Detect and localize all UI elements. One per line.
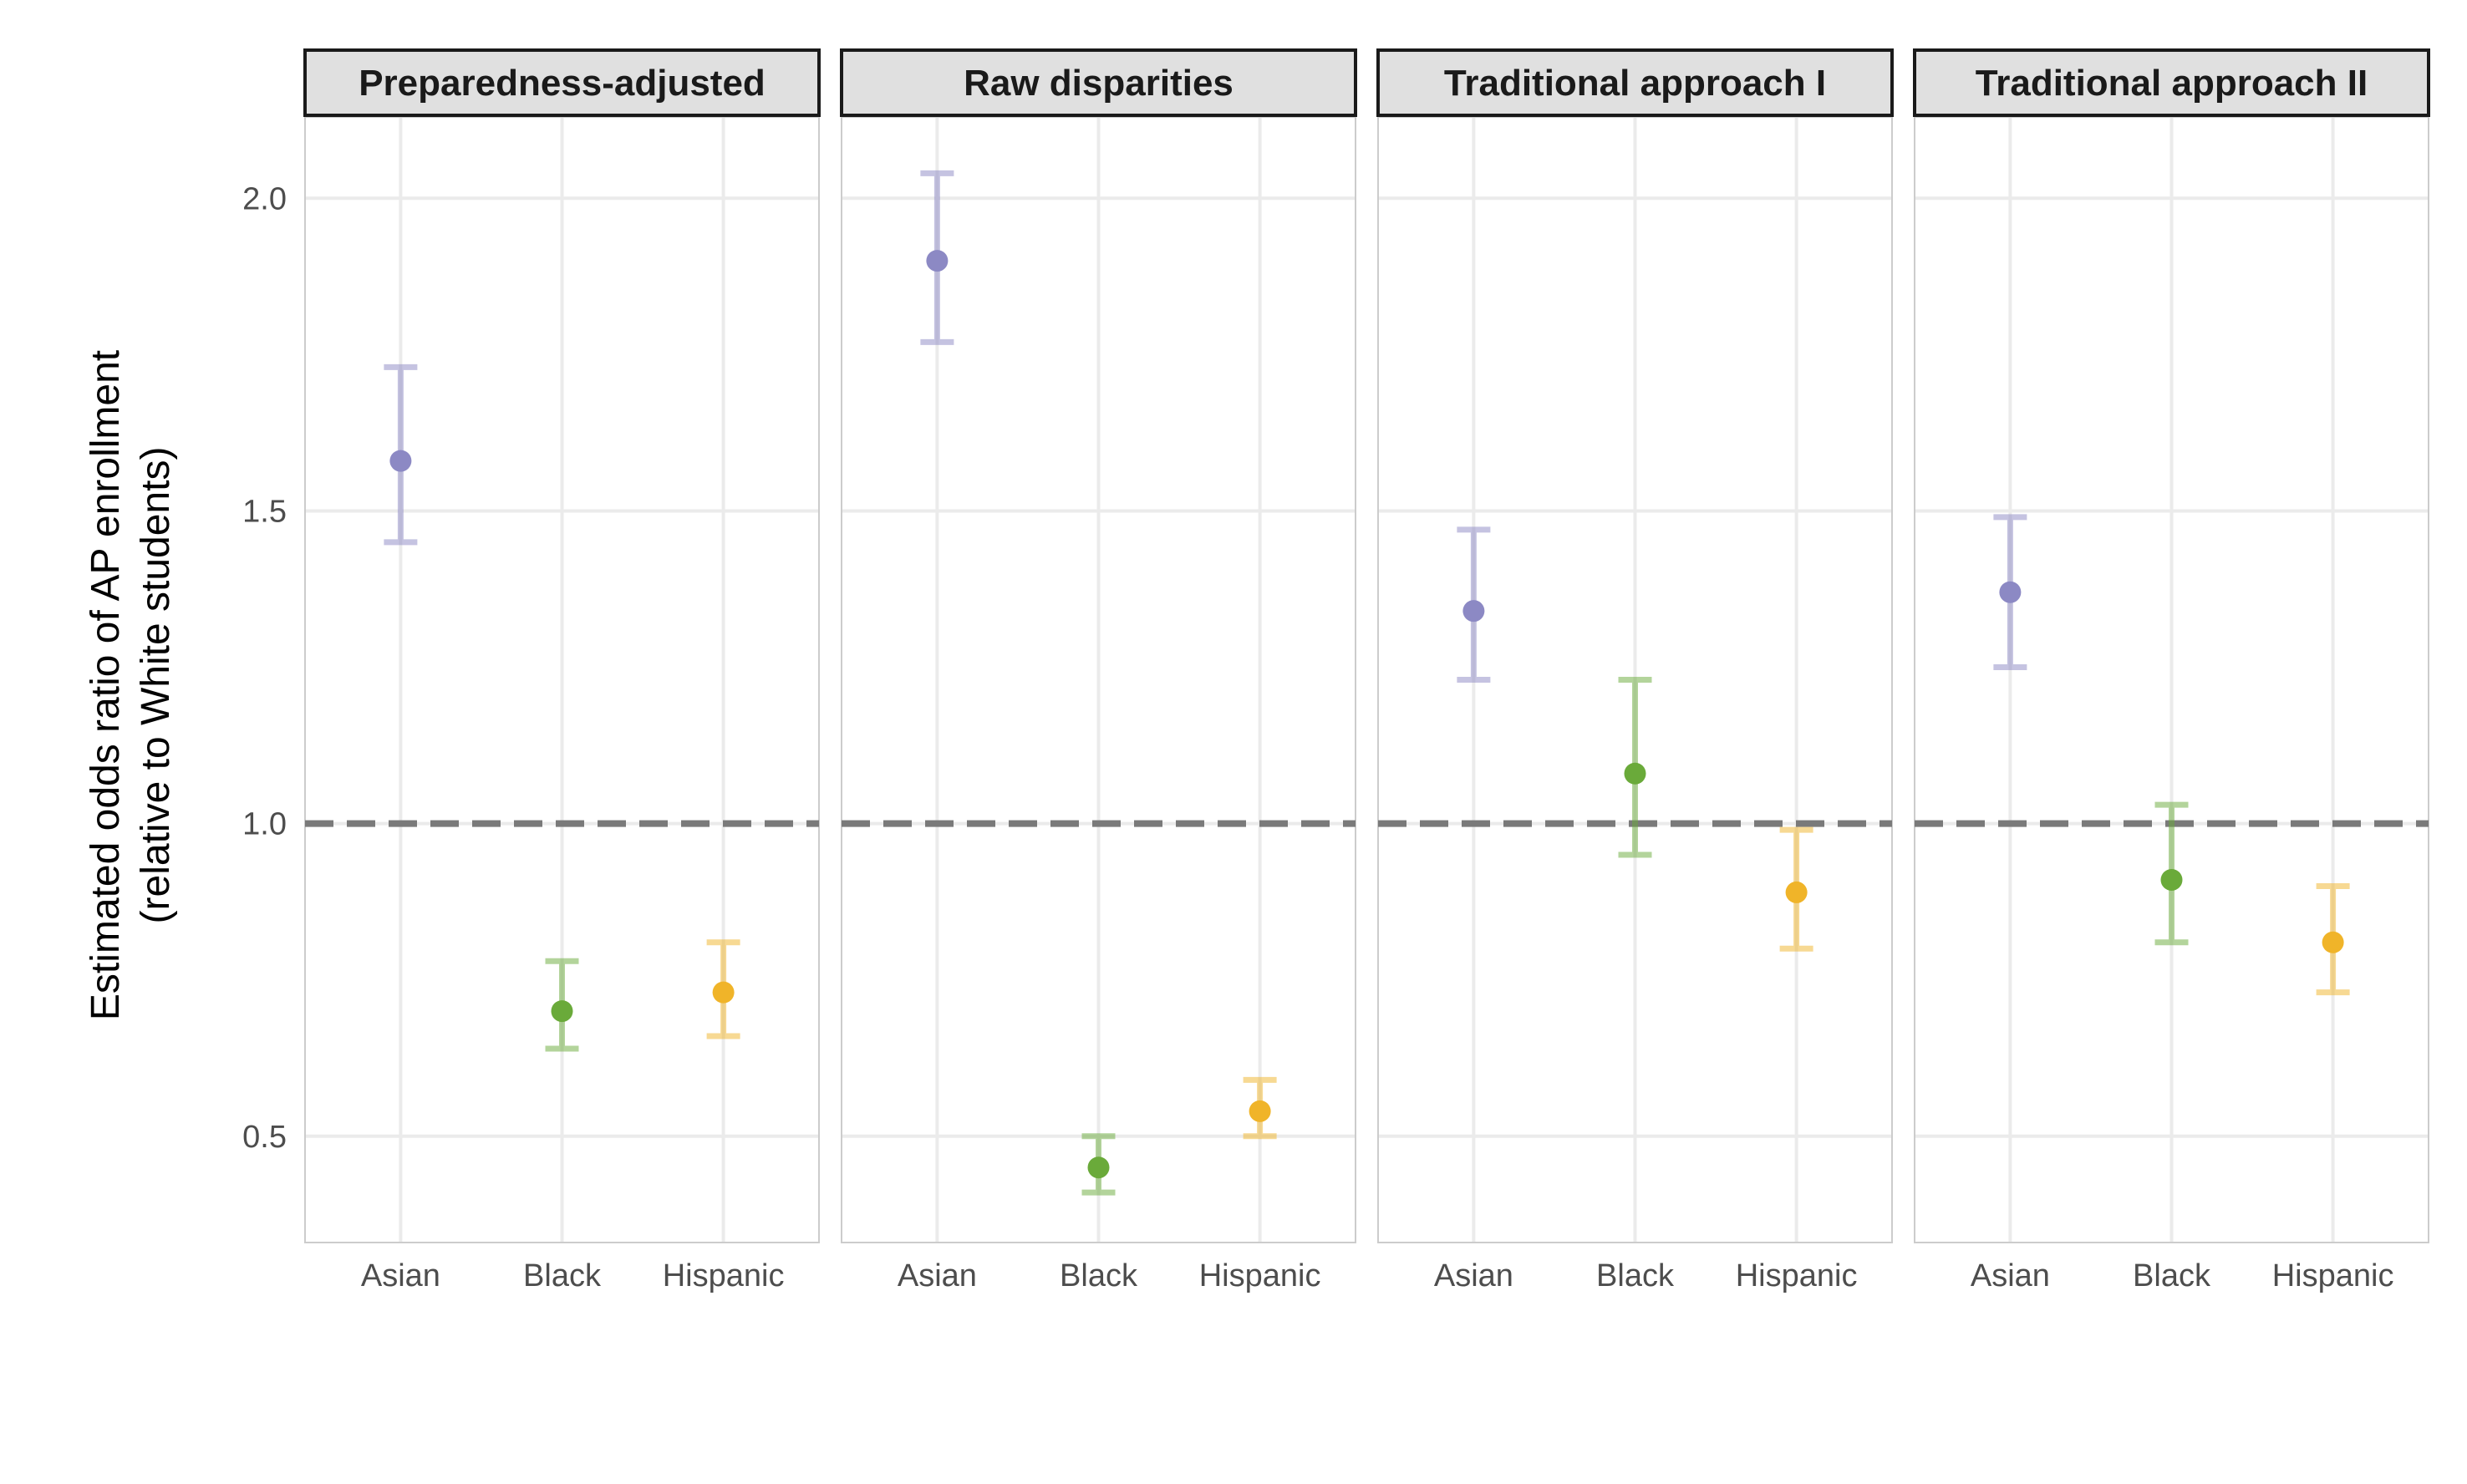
strip-title: Preparedness-adjusted bbox=[359, 63, 766, 104]
x-tick-label: Hispanic bbox=[1736, 1258, 1858, 1293]
point-hispanic bbox=[2322, 931, 2344, 953]
strip-title: Traditional approach II bbox=[1976, 63, 2368, 104]
x-tick-label: Asian bbox=[361, 1258, 440, 1293]
panel-2: Raw disparities Asian Black Hispanic bbox=[840, 48, 1357, 1293]
x-tick-label: Hispanic bbox=[663, 1258, 785, 1293]
y-axis-title-line-2: (relative to White students) bbox=[134, 447, 178, 924]
point-hispanic bbox=[712, 981, 735, 1004]
strip-header bbox=[303, 48, 821, 117]
panel-3: Traditional approach I Asian Black Hispanic bbox=[1376, 48, 1894, 1293]
panel-1: Preparedness-adjusted Asian Black Hispanic bbox=[303, 48, 821, 1293]
point-asian bbox=[389, 450, 412, 472]
point-hispanic bbox=[1249, 1100, 1271, 1122]
x-tick-label: Black bbox=[1596, 1258, 1675, 1293]
strip-header bbox=[840, 48, 1357, 117]
x-tick-label: Black bbox=[523, 1258, 602, 1293]
x-tick-label: Asian bbox=[1971, 1258, 2050, 1293]
point-black bbox=[2160, 868, 2183, 891]
x-tick-label: Black bbox=[1060, 1258, 1138, 1293]
y-tick-label: 1.5 bbox=[242, 494, 287, 529]
x-tick-label: Hispanic bbox=[1199, 1258, 1321, 1293]
y-tick-label: 2.0 bbox=[242, 181, 287, 216]
point-asian bbox=[1999, 581, 2022, 603]
point-hispanic bbox=[1785, 881, 1808, 903]
x-tick-label: Asian bbox=[898, 1258, 977, 1293]
point-asian bbox=[1462, 600, 1485, 623]
y-axis-title-line-1: Estimated odds ratio of AP enrollment bbox=[84, 350, 128, 1020]
strip-title: Raw disparities bbox=[964, 63, 1234, 104]
point-black bbox=[1087, 1156, 1110, 1179]
x-tick-label: Black bbox=[2133, 1258, 2211, 1293]
strip-title: Traditional approach I bbox=[1444, 63, 1826, 104]
strip-header bbox=[1376, 48, 1894, 117]
point-asian bbox=[926, 250, 949, 272]
y-tick-label: 1.0 bbox=[242, 807, 287, 842]
point-black bbox=[551, 1000, 573, 1023]
y-axis-title: Estimated odds ratio of AP enrollment (r… bbox=[84, 350, 178, 1020]
strip-header bbox=[1913, 48, 2430, 117]
panel-4: Traditional approach II Asian Black Hispani… bbox=[1913, 48, 2430, 1293]
x-tick-label: Hispanic bbox=[2272, 1258, 2394, 1293]
x-tick-label: Asian bbox=[1434, 1258, 1513, 1293]
point-black bbox=[1624, 762, 1646, 785]
y-tick-label: 0.5 bbox=[242, 1120, 287, 1155]
